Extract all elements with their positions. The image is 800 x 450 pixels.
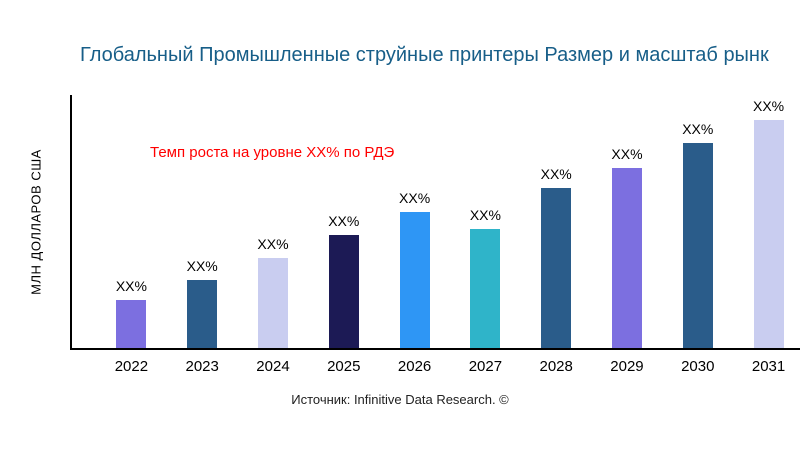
bar-slot-2022: XX% 2022 (96, 95, 167, 375)
bar-slot-2028: XX% 2028 (521, 95, 592, 375)
bar-slot-2029: XX% 2029 (592, 95, 663, 375)
x-tick-label: 2027 (468, 358, 503, 375)
x-tick-label: 2023 (185, 358, 219, 375)
bar-value-label: XX% (611, 146, 643, 162)
bar-slot-2023: XX% 2023 (167, 95, 238, 375)
growth-annotation: Темп роста на уровне XX% по РДЭ (150, 144, 395, 161)
bar-2027 (470, 229, 501, 348)
bar-slot-2031: XX% 2031 (733, 95, 800, 375)
source-credit: Источник: Infinitive Data Research. © (291, 392, 509, 407)
chart-title: Глобальный Промышленные струйные принтер… (80, 44, 769, 66)
bar-slot-2030: XX% 2030 (662, 95, 733, 375)
x-tick-label: 2030 (681, 358, 715, 375)
x-tick-label: 2031 (751, 358, 786, 375)
bar-value-label: XX% (328, 213, 360, 229)
bar-2031 (753, 120, 784, 348)
bar-2028 (541, 188, 572, 348)
bar-2029 (611, 168, 642, 348)
x-tick-label: 2024 (256, 358, 290, 375)
bar-2026 (399, 212, 430, 348)
bar-2024 (257, 258, 288, 348)
bar-slot-2024: XX% 2024 (238, 95, 309, 375)
bar-value-label: XX% (257, 236, 289, 252)
bar-slot-2026: XX% 2026 (379, 95, 450, 375)
bar-value-label: XX% (682, 121, 714, 137)
bar-slot-2027: XX% 2027 (450, 95, 521, 375)
plot-area: XX% 2022 XX% 2023 XX% 2024 XX% 2025 XX% 2026 XX% 20… (70, 95, 800, 375)
x-tick-label: 2022 (114, 358, 149, 375)
bar-value-label: XX% (186, 258, 218, 274)
bar-value-label: XX% (399, 190, 431, 206)
bar-2030 (682, 143, 713, 348)
bar-value-label: XX% (540, 166, 572, 182)
x-tick-label: 2025 (327, 358, 361, 375)
bar-2022 (116, 300, 147, 348)
x-tick-label: 2026 (397, 358, 432, 375)
bar-value-label: XX% (115, 278, 147, 294)
bar-value-label: XX% (469, 207, 501, 223)
x-tick-label: 2029 (610, 358, 644, 375)
y-axis-label: МЛН ДОЛЛАРОВ США (28, 149, 44, 295)
bar-2023 (187, 280, 218, 348)
bar-value-label: XX% (753, 98, 785, 114)
x-tick-label: 2028 (539, 358, 573, 375)
bar-2025 (328, 235, 359, 348)
bar-slot-2025: XX% 2025 (308, 95, 379, 375)
